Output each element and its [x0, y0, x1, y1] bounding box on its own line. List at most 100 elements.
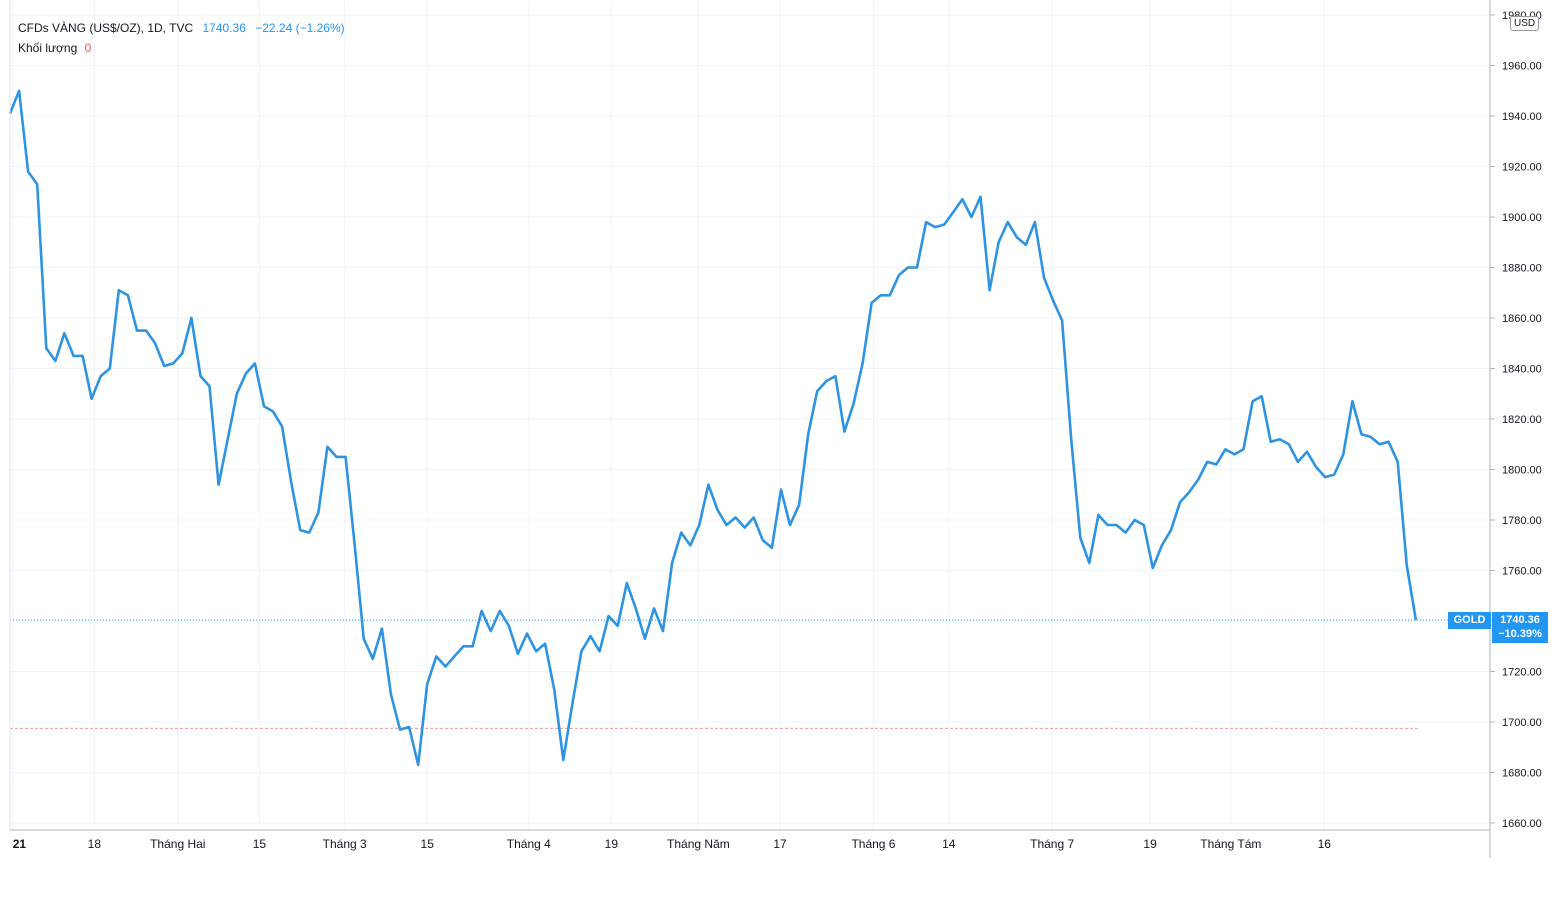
- data-point: [562, 759, 564, 761]
- y-tick-label: 1880.00: [1502, 263, 1542, 275]
- data-point: [961, 198, 963, 200]
- x-tick-label: Tháng 4: [507, 837, 551, 851]
- data-point: [979, 196, 981, 198]
- data-point: [925, 221, 927, 223]
- data-point: [417, 764, 419, 766]
- data-point: [626, 582, 628, 584]
- data-point: [1161, 544, 1163, 546]
- data-point: [1233, 453, 1235, 455]
- data-point: [272, 410, 274, 412]
- data-point: [254, 362, 256, 364]
- x-tick-label: Tháng 6: [851, 837, 895, 851]
- data-point: [1415, 619, 1417, 621]
- data-point: [308, 531, 310, 533]
- data-point: [762, 539, 764, 541]
- y-tick-label: 1780.00: [1502, 515, 1542, 527]
- data-point: [1188, 491, 1190, 493]
- data-point: [217, 483, 219, 485]
- data-point: [408, 726, 410, 728]
- data-point: [743, 526, 745, 528]
- data-point: [1351, 400, 1353, 402]
- data-point: [771, 547, 773, 549]
- data-point: [54, 360, 56, 362]
- legend-volume-row[interactable]: Khối lượng 0: [18, 38, 345, 58]
- data-point: [1215, 463, 1217, 465]
- data-point: [1097, 514, 1099, 516]
- data-point: [1115, 524, 1117, 526]
- data-point: [1378, 443, 1380, 445]
- y-tick-label: 1920.00: [1502, 162, 1542, 174]
- y-tick-label: 1700.00: [1502, 717, 1542, 729]
- data-point: [952, 211, 954, 213]
- data-point: [1369, 435, 1371, 437]
- data-point: [635, 607, 637, 609]
- y-tick-label: 1660.00: [1502, 818, 1542, 830]
- data-point: [163, 365, 165, 367]
- price-line: [8, 89, 1418, 767]
- data-point: [236, 393, 238, 395]
- data-point: [798, 504, 800, 506]
- data-point: [988, 289, 990, 291]
- data-point: [281, 425, 283, 427]
- data-point: [63, 332, 65, 334]
- data-point: [1315, 466, 1317, 468]
- data-point: [1333, 473, 1335, 475]
- last-price-label: 1740.36 −10.39%: [1492, 612, 1548, 643]
- data-point: [390, 693, 392, 695]
- y-tick-label: 1900.00: [1502, 212, 1542, 224]
- data-point: [517, 653, 519, 655]
- data-point: [662, 630, 664, 632]
- data-point: [1397, 461, 1399, 463]
- data-point: [1170, 529, 1172, 531]
- data-point: [589, 635, 591, 637]
- data-point: [1387, 441, 1389, 443]
- y-tick-label: 1960.00: [1502, 61, 1542, 73]
- data-point: [90, 398, 92, 400]
- data-point: [1306, 451, 1308, 453]
- data-point: [843, 430, 845, 432]
- data-point: [499, 610, 501, 612]
- data-point: [671, 562, 673, 564]
- data-point: [1279, 438, 1281, 440]
- data-point: [997, 241, 999, 243]
- data-point: [372, 658, 374, 660]
- data-point: [1197, 478, 1199, 480]
- data-point: [363, 637, 365, 639]
- legend-volume-value: 0: [84, 41, 92, 55]
- data-point: [1007, 221, 1009, 223]
- x-tick-label: Tháng Tám: [1200, 837, 1261, 851]
- x-tick-label: 17: [773, 837, 787, 851]
- data-point: [571, 703, 573, 705]
- data-point: [1406, 564, 1408, 566]
- x-tick-label: Tháng Năm: [667, 837, 730, 851]
- data-point: [644, 637, 646, 639]
- y-tick-label: 1840.00: [1502, 364, 1542, 376]
- data-point: [344, 456, 346, 458]
- data-point: [598, 650, 600, 652]
- data-point: [326, 446, 328, 448]
- x-tick-label: Tháng 7: [1030, 837, 1074, 851]
- data-point: [898, 274, 900, 276]
- data-point: [172, 362, 174, 364]
- currency-button[interactable]: USD: [1510, 16, 1540, 31]
- data-point: [1052, 299, 1054, 301]
- data-point: [1242, 448, 1244, 450]
- y-tick-label: 1860.00: [1502, 313, 1542, 325]
- data-point: [1043, 276, 1045, 278]
- data-point: [508, 625, 510, 627]
- data-point: [45, 347, 47, 349]
- data-point: [553, 688, 555, 690]
- data-point: [381, 627, 383, 629]
- data-point: [127, 294, 129, 296]
- data-point: [1251, 400, 1253, 402]
- data-point: [907, 266, 909, 268]
- legend-symbol: CFDs VÀNG (US$/OZ), 1D, TVC: [18, 21, 194, 35]
- data-point: [399, 728, 401, 730]
- data-point: [27, 170, 29, 172]
- data-point: [1206, 461, 1208, 463]
- legend-symbol-row[interactable]: CFDs VÀNG (US$/OZ), 1D, TVC 1740.36 −22.…: [18, 18, 345, 38]
- data-point: [462, 645, 464, 647]
- y-tick-label: 1720.00: [1502, 667, 1542, 679]
